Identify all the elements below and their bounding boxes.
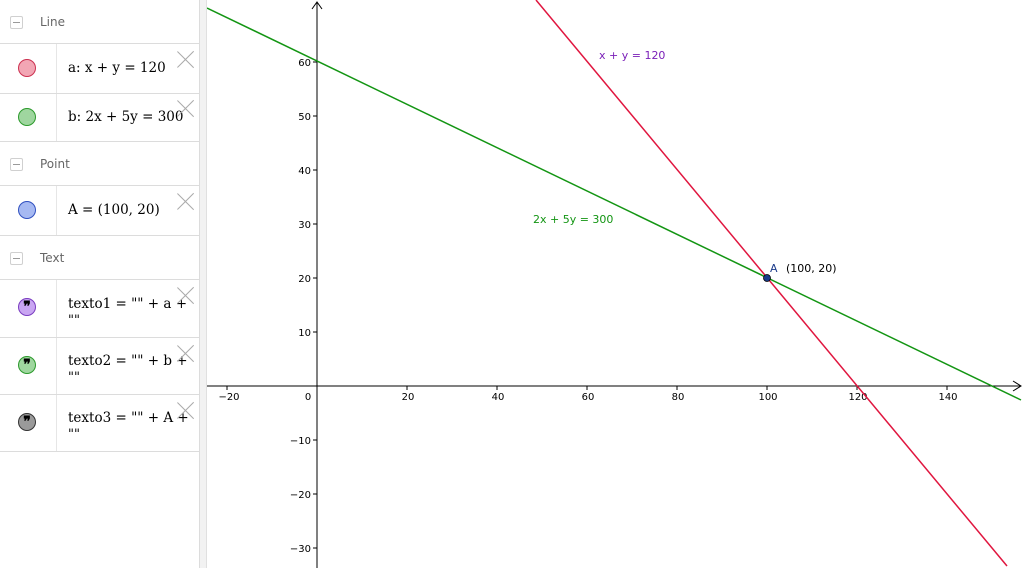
x-tick-marks [226,386,948,390]
view-resize-handle[interactable] [200,0,207,568]
x-tick-label: 20 [402,392,415,403]
algebra-view: Line a: x + y = 120 b: 2x + 5y = 300 Poi… [0,0,200,568]
y-tick-label: −20 [290,490,311,501]
algebra-expression[interactable]: texto2 = "" + b + [68,353,188,369]
group-label: Line [40,15,66,29]
algebra-expression[interactable]: b: 2x + 5y = 300 [68,109,184,125]
quote-icon[interactable]: ❞ [18,413,36,431]
line-a[interactable] [535,0,1008,567]
marble-cell: ❞ [0,338,57,394]
algebra-row-texto2[interactable]: ❞ texto2 = "" + b + "" [0,338,200,395]
marble-cell [0,186,57,235]
x-tick-label: 60 [582,392,595,403]
quote-icon[interactable]: ❞ [18,356,36,374]
point-a-label: A [770,262,778,275]
algebra-expression[interactable]: a: x + y = 120 [68,60,166,76]
marble-cell [0,94,57,141]
delete-icon[interactable] [177,287,194,304]
visibility-toggle-icon[interactable] [18,108,36,126]
y-tick-label: −30 [290,544,311,555]
texto3-label[interactable]: (100, 20) [786,262,837,275]
algebra-row-a[interactable]: a: x + y = 120 [0,44,200,94]
collapse-toggle-icon[interactable] [10,252,23,265]
x-tick-label: 140 [938,392,957,403]
algebra-row-texto1[interactable]: ❞ texto1 = "" + a + "" [0,280,200,338]
y-tick-label: 10 [298,328,311,339]
group-label: Point [40,157,70,171]
algebra-row-texto3[interactable]: ❞ texto3 = "" + A + "" [0,395,200,452]
x-axis-arrow-icon [1012,380,1022,392]
x-tick-label: 80 [672,392,685,403]
collapse-toggle-icon[interactable] [10,16,23,29]
x-tick-label: 40 [492,392,505,403]
marble-cell: ❞ [0,395,57,451]
quote-icon[interactable]: ❞ [18,298,36,316]
y-tick-label: 40 [298,166,311,177]
group-header-text[interactable]: Text [0,236,200,280]
line-b[interactable] [207,7,1022,401]
delete-icon[interactable] [177,345,194,362]
point-a[interactable] [763,274,771,282]
marble-cell [0,44,57,93]
group-header-point[interactable]: Point [0,142,200,186]
algebra-expression[interactable]: texto3 = "" + A + [68,410,189,426]
algebra-expression[interactable]: texto1 = "" + a + [68,296,188,312]
delete-icon[interactable] [177,51,194,68]
y-axis-arrow-icon [311,1,323,10]
visibility-toggle-icon[interactable] [18,59,36,77]
y-tick-marks [313,61,317,549]
texto2-label[interactable]: 2x + 5y = 300 [533,213,613,226]
x-tick-label: 100 [758,392,777,403]
algebra-row-point-a[interactable]: A = (100, 20) [0,186,200,236]
delete-icon[interactable] [177,193,194,210]
delete-icon[interactable] [177,402,194,419]
x-tick-label: 120 [848,392,867,403]
group-label: Text [40,251,65,265]
texto1-label[interactable]: x + y = 120 [599,49,665,62]
y-tick-label: −10 [290,436,311,447]
algebra-expression[interactable]: A = (100, 20) [68,202,160,218]
algebra-expression-continuation: "" [68,370,80,385]
collapse-toggle-icon[interactable] [10,158,23,171]
algebra-expression-continuation: "" [68,427,80,442]
origin-label: 0 [305,392,311,403]
y-tick-label: 60 [298,58,311,69]
group-header-line[interactable]: Line [0,0,200,44]
graphics-view[interactable]: −20 20 40 60 80 100 120 140 0 60 50 40 3… [207,0,1024,568]
x-tick-label: −20 [218,392,239,403]
y-tick-label: 50 [298,112,311,123]
visibility-toggle-icon[interactable] [18,201,36,219]
delete-icon[interactable] [177,100,194,117]
algebra-expression-continuation: "" [68,313,80,328]
y-tick-label: 30 [298,220,311,231]
marble-cell: ❞ [0,280,57,337]
y-tick-label: 20 [298,274,311,285]
algebra-row-b[interactable]: b: 2x + 5y = 300 [0,94,200,142]
